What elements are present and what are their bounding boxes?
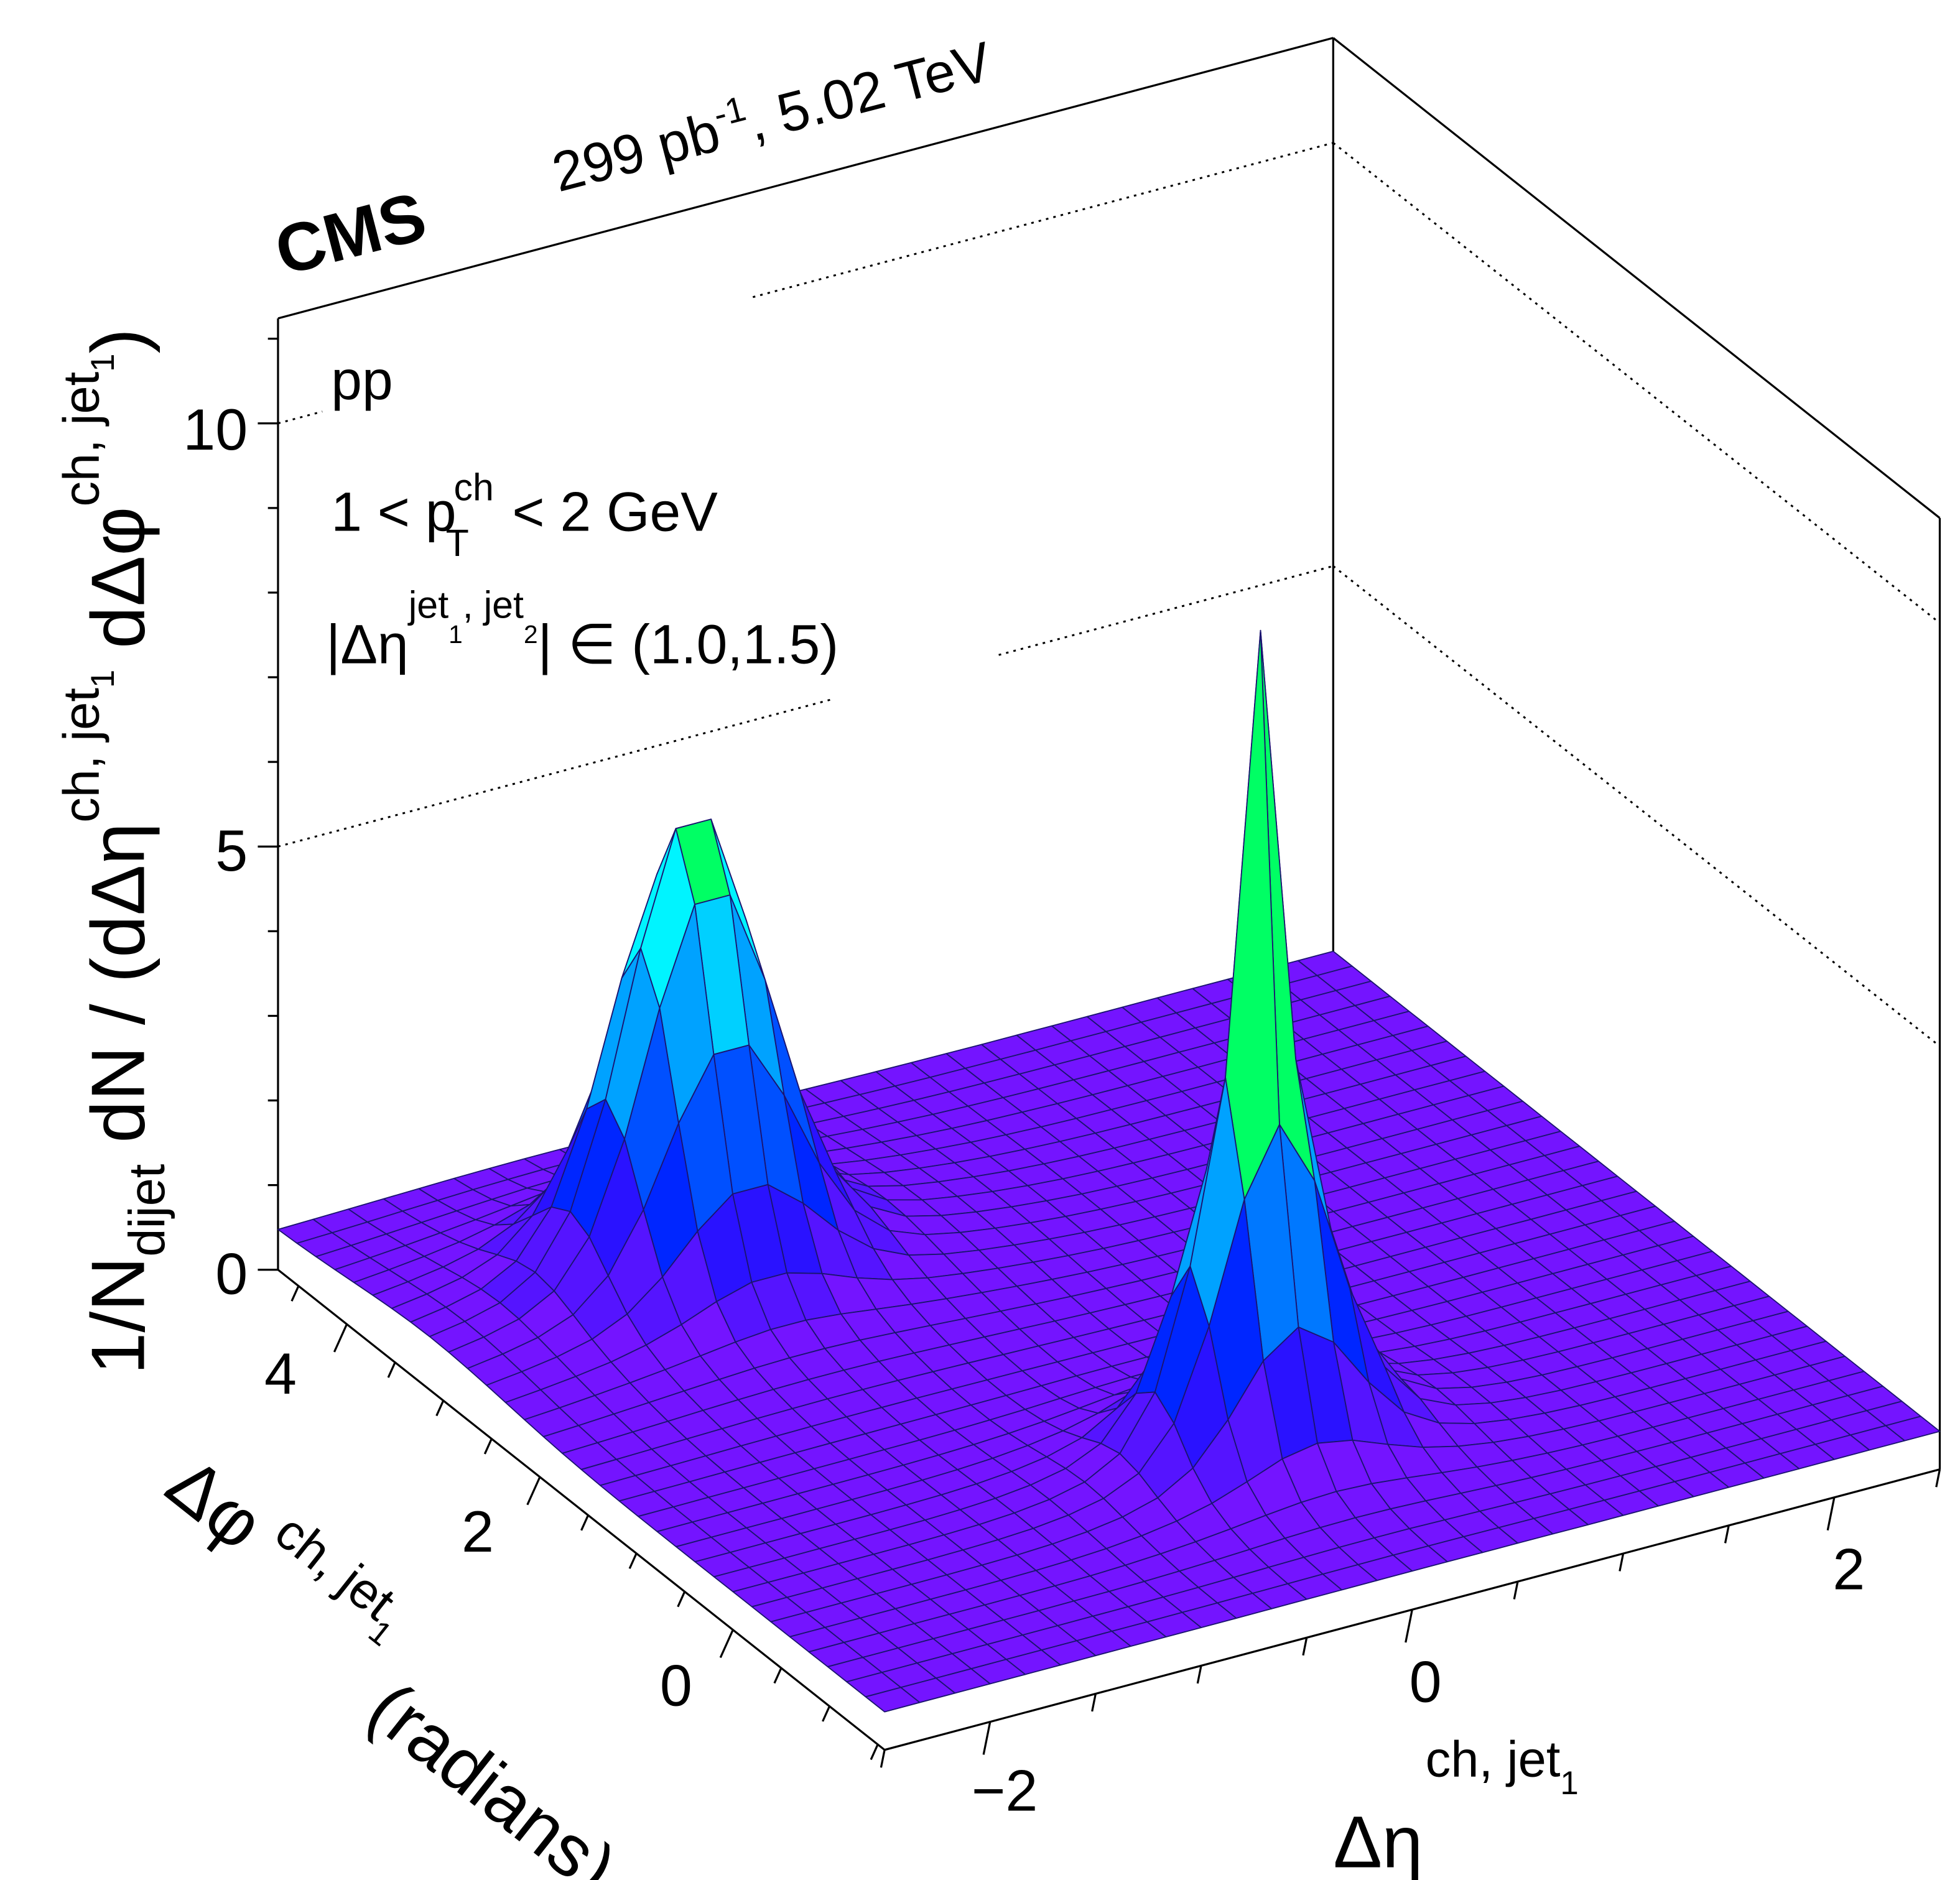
eta-minor-tick <box>1513 1581 1519 1600</box>
phi-tick-label-4: 4 <box>264 1341 297 1406</box>
phi-minor-tick <box>870 1744 879 1761</box>
phi-tick-label-2: 2 <box>462 1499 494 1564</box>
eta-minor-tick <box>880 1749 886 1768</box>
grid-line-right-wall <box>1332 565 1941 1047</box>
eta-minor-tick <box>1091 1693 1097 1712</box>
surface-mesh <box>277 629 1941 1713</box>
eta-major-tick <box>1405 1609 1413 1643</box>
phi-minor-tick <box>435 1400 445 1417</box>
eta-axis-title: Δηch, jet1 <box>1333 1731 1578 1880</box>
cms-logo: CMS <box>267 178 434 290</box>
phi-minor-tick <box>773 1667 783 1684</box>
surface-cell <box>1225 629 1280 1200</box>
eta-minor-tick <box>1619 1553 1625 1572</box>
grid-line-left-wall <box>752 142 1334 299</box>
lumi-label: 299 pb-1, 5.02 TeV <box>545 26 998 203</box>
phi-minor-tick <box>387 1362 396 1378</box>
annotation-system: pp <box>331 349 392 411</box>
phi-minor-tick <box>290 1285 300 1302</box>
eta-major-tick <box>982 1721 992 1755</box>
eta-minor-tick <box>1935 1469 1941 1488</box>
back-wall-top-edge <box>277 37 1334 320</box>
annotation-pt-range: 1 < pch T < 2 GeV <box>331 466 718 564</box>
phi-minor-tick <box>580 1514 590 1531</box>
grid-line-left-wall <box>277 698 835 848</box>
phi-minor-tick <box>677 1591 686 1608</box>
phi-major-tick <box>719 1629 734 1659</box>
eta-major-tick <box>1826 1497 1836 1530</box>
eta-tick-label-minus2: −2 <box>972 1757 1038 1823</box>
z-tick-label-5: 5 <box>215 818 248 883</box>
phi-tick-label-0: 0 <box>660 1653 692 1718</box>
phi-major-tick <box>526 1476 541 1506</box>
eta-tick-label-2: 2 <box>1832 1537 1865 1602</box>
z-tick-label-0: 0 <box>215 1241 248 1306</box>
annotation-deta-range: |Δηjet1, jet2| ∈ (1.0,1.5) <box>326 583 838 675</box>
grid-line-left-wall <box>998 565 1334 656</box>
phi-minor-tick <box>822 1705 831 1722</box>
eta-minor-tick <box>1724 1525 1730 1544</box>
axis-ticks <box>258 337 1941 1768</box>
phi-minor-tick <box>483 1438 493 1455</box>
eta-minor-tick <box>1196 1665 1202 1684</box>
axes-frame <box>277 37 1941 1470</box>
eta-minor-tick <box>1302 1637 1308 1656</box>
eta-tick-label-0: 0 <box>1410 1649 1442 1715</box>
grid-line-left-wall <box>277 410 323 425</box>
grid-line-right-wall <box>1332 142 1941 624</box>
surface-cell <box>865 1687 921 1713</box>
phi-axis-line <box>277 1269 886 1751</box>
z-axis-title: 1/Ndijet dN / (dΔηch, jet1 dΔφch, jet1) <box>53 328 175 1375</box>
phi-major-tick <box>333 1323 348 1353</box>
right-wall-top-edge <box>1332 37 1941 519</box>
phi-axis-title: Δφch, jet1(radians) <box>121 1432 671 1880</box>
phi-minor-tick <box>628 1553 638 1569</box>
z-tick-label-10: 10 <box>183 397 248 462</box>
